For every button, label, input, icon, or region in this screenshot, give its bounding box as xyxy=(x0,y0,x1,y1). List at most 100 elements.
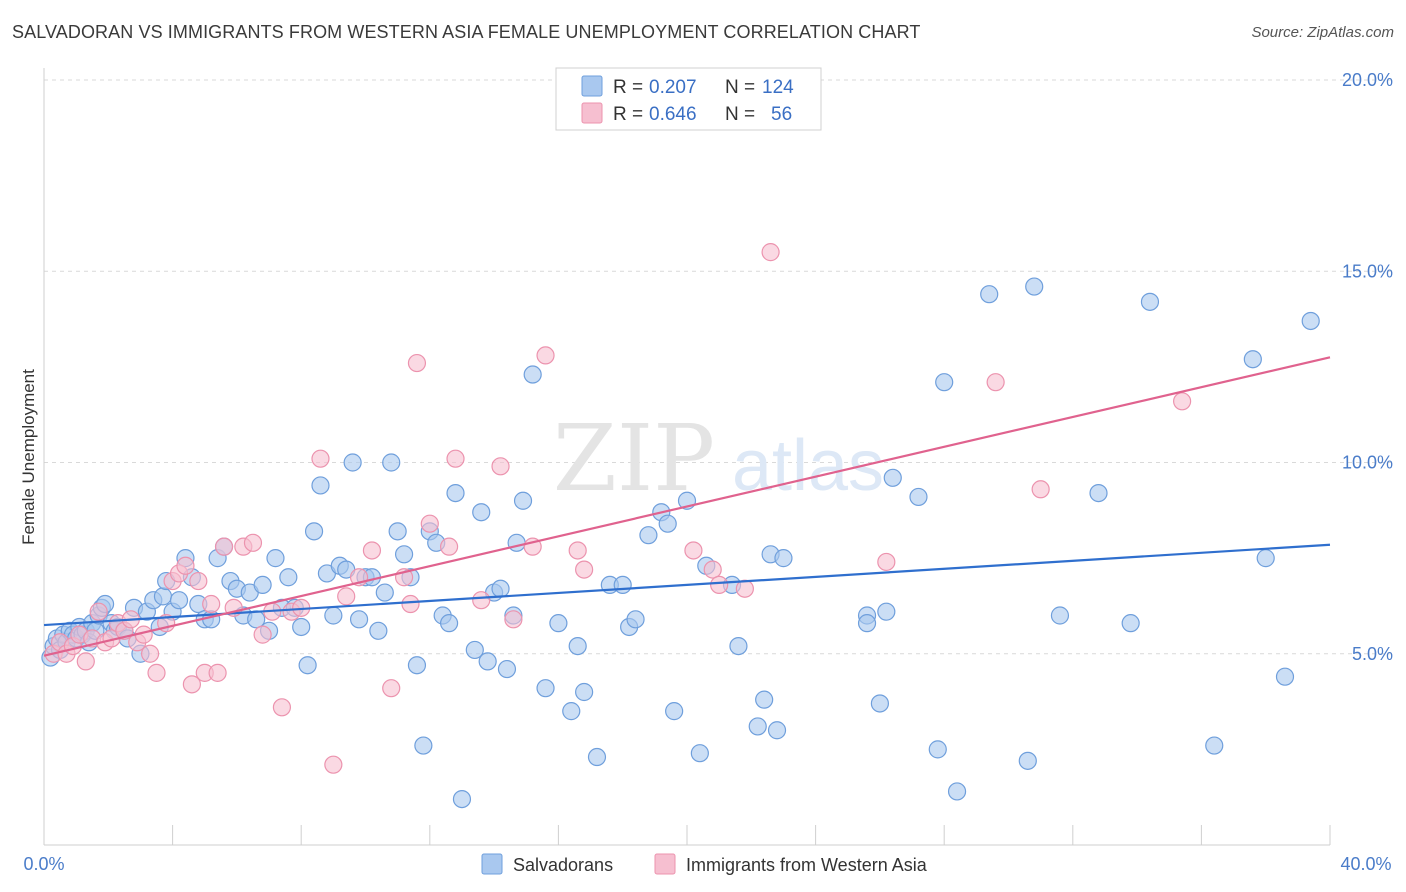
salvadoran-point-104 xyxy=(729,636,748,656)
salvadoran-point-105 xyxy=(748,717,767,736)
salvadoran-point-130 xyxy=(1301,311,1320,331)
correlation-legend: R = 0.207 N = 124 R = 0.646 N = 56 xyxy=(555,67,822,131)
western-asia-point-54 xyxy=(684,541,703,560)
y-tick-labels: 5.0% 10.0% 15.0% 20.0% xyxy=(1342,70,1393,664)
legend-r-value-2: 0.646 xyxy=(649,104,697,125)
salvadoran-point-76 xyxy=(465,640,484,660)
western-asia-point-57 xyxy=(735,579,754,598)
salvadoran-point-95 xyxy=(626,610,645,629)
western-asia-point-46 xyxy=(446,449,465,468)
salvadoran-point-58 xyxy=(343,453,362,472)
salvadoran-point-85 xyxy=(523,365,542,384)
series-legend: Salvadorans Immigrants from Western Asia xyxy=(481,853,928,875)
salvadoran-point-89 xyxy=(568,636,587,656)
axes xyxy=(43,68,1331,846)
salvadoran-point-65 xyxy=(388,522,407,541)
salvadoran-point-83 xyxy=(507,533,526,552)
western-asia-point-56 xyxy=(710,575,729,595)
salvadoran-point-108 xyxy=(767,721,787,740)
salvadoran-point-101 xyxy=(690,744,709,763)
western-asia-point-32 xyxy=(272,698,292,717)
western-asia-point-61 xyxy=(1031,480,1050,499)
salvadoran-point-50 xyxy=(292,617,311,637)
salvadoran-point-55 xyxy=(324,606,343,625)
western-asia-point-60 xyxy=(986,373,1005,392)
western-asia-point-29 xyxy=(243,533,263,552)
salvadoran-point-53 xyxy=(311,476,330,495)
salvadoran-point-115 xyxy=(909,487,928,507)
legend-n-label-2: N = xyxy=(725,104,755,125)
chart-title: SALVADORAN VS IMMIGRANTS FROM WESTERN AS… xyxy=(12,22,921,42)
series-salvadorans xyxy=(41,277,1320,809)
x-tick-labels: 0.0% 40.0% xyxy=(23,854,1391,874)
trend-lines xyxy=(43,356,1331,657)
salvadoran-point-74 xyxy=(446,484,465,503)
legend-n-value-2: 56 xyxy=(771,104,792,125)
salvadoran-point-119 xyxy=(980,285,999,304)
salvadoran-point-117 xyxy=(935,373,954,392)
western-asia-point-59 xyxy=(877,552,896,572)
western-asia-point-22 xyxy=(189,571,208,591)
salvadoran-point-112 xyxy=(870,694,890,713)
salvadoran-point-122 xyxy=(1050,606,1070,625)
western-asia-point-39 xyxy=(362,541,382,560)
legend-r-label-2: R = xyxy=(613,104,643,125)
western-asia-point-24 xyxy=(202,594,221,614)
y-tick-label-1: 10.0% xyxy=(1342,453,1393,473)
salvadoran-point-106 xyxy=(755,690,774,709)
western-asia-point-49 xyxy=(504,610,523,629)
salvadoran-point-64 xyxy=(382,453,401,472)
salvadoran-point-52 xyxy=(304,522,324,541)
western-asia-point-30 xyxy=(253,625,272,644)
salvadoran-point-90 xyxy=(575,682,594,702)
bottom-legend-swatch-pink xyxy=(654,853,676,875)
salvadoran-point-28 xyxy=(153,587,173,606)
western-asia-point-43 xyxy=(407,353,427,373)
salvadoran-point-31 xyxy=(169,591,189,610)
watermark: ZIP atlas xyxy=(553,405,884,512)
western-asia-point-36 xyxy=(324,755,343,774)
salvadoran-point-75 xyxy=(452,789,472,809)
western-asia-point-37 xyxy=(337,587,356,606)
salvadoran-point-125 xyxy=(1140,292,1160,311)
western-asia-point-45 xyxy=(439,537,459,556)
salvadoran-point-109 xyxy=(774,549,793,568)
western-asia-point-16 xyxy=(147,663,166,682)
salvadoran-point-96 xyxy=(639,526,658,545)
salvadoran-point-84 xyxy=(513,491,533,510)
salvadoran-point-129 xyxy=(1275,667,1295,686)
salvadoran-point-59 xyxy=(349,610,369,629)
salvadoran-point-126 xyxy=(1205,736,1224,755)
salvadoran-point-80 xyxy=(491,579,510,598)
salvadoran-point-88 xyxy=(562,702,581,721)
salvadoran-point-46 xyxy=(266,549,285,568)
salvadoran-point-68 xyxy=(407,656,427,675)
bottom-legend-label-western-asia: Immigrants from Western Asia xyxy=(686,855,928,875)
salvadoran-point-62 xyxy=(369,621,388,640)
salvadoran-point-98 xyxy=(658,514,677,533)
salvadoran-point-93 xyxy=(613,575,632,595)
western-asia-point-26 xyxy=(214,537,234,556)
salvadoran-point-127 xyxy=(1243,350,1262,369)
western-asia-point-40 xyxy=(382,679,401,698)
trend-line-salvadorans xyxy=(43,543,1331,627)
legend-r-label-1: R = xyxy=(613,77,643,98)
source-credit: Source: ZipAtlas.com xyxy=(1251,24,1394,41)
salvadoran-point-87 xyxy=(549,614,568,633)
western-asia-point-62 xyxy=(1173,392,1192,411)
salvadoran-point-66 xyxy=(394,545,414,564)
western-asia-point-52 xyxy=(568,541,587,560)
western-asia-point-21 xyxy=(182,675,201,694)
salvadoran-point-91 xyxy=(587,747,607,767)
western-asia-point-15 xyxy=(140,644,160,663)
salvadoran-point-121 xyxy=(1025,277,1044,296)
legend-swatch-blue xyxy=(581,75,603,97)
salvadoran-point-113 xyxy=(877,602,896,621)
bottom-legend-swatch-blue xyxy=(481,853,503,875)
x-tick-label-0: 0.0% xyxy=(23,854,64,874)
salvadoran-point-69 xyxy=(414,736,433,755)
salvadoran-point-86 xyxy=(536,679,555,698)
salvadoran-point-77 xyxy=(472,503,491,522)
bottom-legend-label-salvadorans: Salvadorans xyxy=(513,855,613,875)
